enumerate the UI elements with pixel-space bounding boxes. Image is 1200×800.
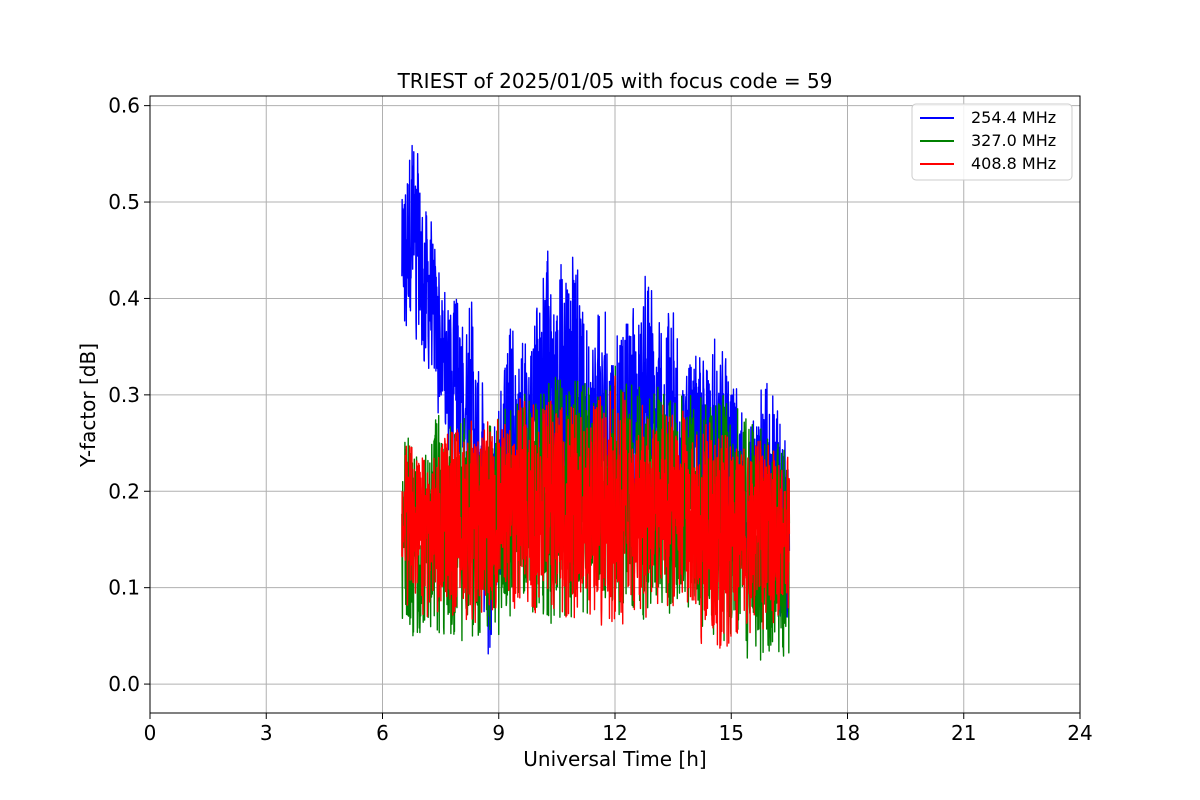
legend: 254.4 MHz 327.0 MHz 408.8 MHz — [911, 103, 1073, 181]
y-tick-label: 0.6 — [108, 94, 140, 118]
y-tick-label: 0.2 — [108, 479, 140, 503]
x-axis-label: Universal Time [h] — [523, 747, 706, 771]
ticks: 0 3 6 9 12 15 18 21 24 0.0 0.1 0.2 0.3 0.4 0.5 0.6 — [108, 94, 1093, 745]
x-tick-label: 6 — [376, 721, 389, 745]
y-tick-label: 0.4 — [108, 286, 140, 310]
legend-label-327: 327.0 MHz — [971, 131, 1056, 150]
y-axis-label: Y-factor [dB] — [76, 343, 100, 468]
y-tick-label: 0.0 — [108, 672, 140, 696]
x-tick-label: 3 — [260, 721, 273, 745]
x-tick-label: 24 — [1067, 721, 1092, 745]
x-tick-label: 18 — [835, 721, 860, 745]
legend-box — [911, 103, 1073, 181]
legend-label-408: 408.8 MHz — [971, 154, 1056, 173]
x-tick-label: 9 — [492, 721, 505, 745]
x-tick-label: 0 — [144, 721, 157, 745]
y-tick-label: 0.1 — [108, 576, 140, 600]
y-tick-label: 0.5 — [108, 190, 140, 214]
y-tick-label: 0.3 — [108, 383, 140, 407]
series-layer — [401, 144, 791, 661]
x-tick-label: 15 — [719, 721, 744, 745]
legend-label-254: 254.4 MHz — [971, 108, 1056, 127]
x-tick-label: 21 — [951, 721, 976, 745]
series-line-408 — [401, 375, 791, 649]
x-tick-label: 12 — [602, 721, 627, 745]
chart-title: TRIEST of 2025/01/05 with focus code = 5… — [397, 69, 833, 93]
